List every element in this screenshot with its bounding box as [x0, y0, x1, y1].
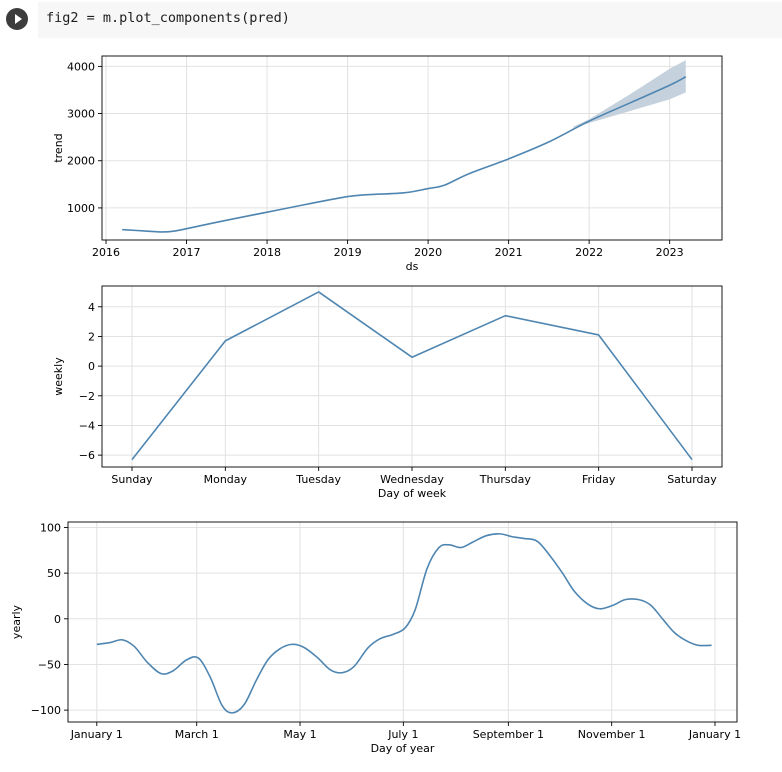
x-tick-label: Thursday [479, 473, 532, 486]
y-tick-label: −2 [79, 390, 95, 403]
y-tick-label: 2000 [67, 155, 95, 168]
x-tick-label: September 1 [473, 728, 544, 741]
x-tick-label: 2019 [334, 246, 362, 259]
x-tick-label: 2016 [92, 246, 120, 259]
x-axis-label: ds [406, 260, 419, 273]
x-tick-label: 2018 [253, 246, 281, 259]
x-axis-label: Day of year [371, 742, 435, 755]
y-axis-label: trend [52, 133, 65, 162]
x-tick-label: Tuesday [295, 473, 341, 486]
components-figure: 2016 2017 2018 2019 2020 2021 2022 202310002000… [10, 55, 741, 755]
y-tick-label: −50 [38, 658, 61, 671]
y-axis-label: weekly [52, 357, 65, 396]
x-tick-label: July 1 [387, 728, 418, 741]
y-tick-label: 1000 [67, 202, 95, 215]
y-tick-label: −4 [79, 419, 95, 432]
trend-series-line [122, 76, 687, 233]
y-tick-label: 0 [88, 360, 95, 373]
x-tick-label: 2020 [414, 246, 442, 259]
y-tick-label: 2 [88, 330, 95, 343]
yearly-series-line [96, 533, 712, 714]
code-text: fig2 = m.plot_components(pred) [46, 10, 290, 26]
chart-panel-1: 2016 2017 2018 2019 2020 2021 2022 2023 1000 2000… [52, 55, 723, 273]
y-tick-label: 50 [47, 567, 61, 580]
chart-panel-2: Sunday Monday Tuesday Wednesday Thursday Frid… [52, 285, 723, 500]
x-tick-label: Sunday [111, 473, 153, 486]
chart-panel-3: January 1 March 1 May 1 July 1 September 1 No… [10, 521, 741, 755]
x-tick-label: 2023 [656, 246, 684, 259]
x-tick-label: 2022 [575, 246, 603, 259]
x-tick-label: Friday [582, 473, 616, 486]
cell-output: 2016 2017 2018 2019 2020 2021 2022 2023 1000 2000… [0, 44, 782, 772]
code-editor[interactable]: fig2 = m.plot_components(pred) [38, 2, 782, 38]
x-tick-label: May 1 [283, 728, 316, 741]
x-tick-label: Saturday [667, 473, 717, 486]
code-cell: fig2 = m.plot_components(pred) [0, 0, 782, 44]
x-tick-label: November 1 [578, 728, 646, 741]
y-tick-label: 4 [88, 301, 95, 314]
y-tick-label: 100 [40, 521, 61, 534]
play-icon [15, 14, 22, 24]
plot-frame [67, 521, 738, 723]
weekly-series-line [131, 291, 693, 461]
x-axis-label: Day of week [378, 487, 447, 500]
y-axis-label: yearly [10, 604, 23, 639]
x-tick-label: Monday [204, 473, 248, 486]
x-tick-label: January 1 [688, 728, 741, 741]
x-tick-label: 2017 [173, 246, 201, 259]
run-cell-button[interactable] [6, 8, 28, 30]
y-tick-label: 4000 [67, 60, 95, 73]
x-tick-label: Wednesday [380, 473, 444, 486]
plot-frame [101, 55, 723, 241]
y-tick-label: −100 [31, 704, 61, 717]
y-tick-label: 0 [54, 613, 61, 626]
x-tick-label: 2021 [495, 246, 523, 259]
uncertainty-band [573, 60, 686, 128]
y-tick-label: 3000 [67, 108, 95, 121]
x-tick-label: January 1 [70, 728, 123, 741]
y-tick-label: −6 [79, 449, 95, 462]
x-tick-label: March 1 [175, 728, 219, 741]
